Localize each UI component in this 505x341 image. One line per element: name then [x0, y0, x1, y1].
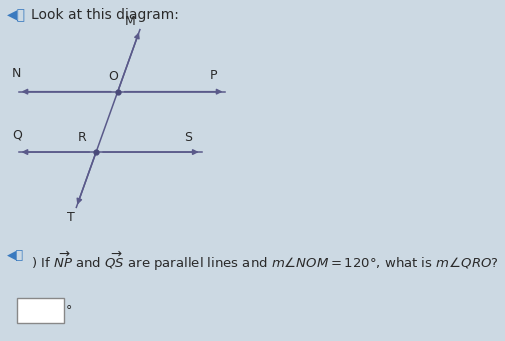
- Text: Look at this diagram:: Look at this diagram:: [30, 8, 178, 22]
- Text: M: M: [125, 15, 136, 28]
- Text: ◀⦠: ◀⦠: [7, 8, 26, 22]
- Text: O: O: [108, 70, 118, 83]
- Text: ) If $\overrightarrow{NP}$ and $\overrightarrow{QS}$ are parallel lines and $m\a: ) If $\overrightarrow{NP}$ and $\overrig…: [30, 249, 497, 272]
- Text: Q: Q: [12, 129, 22, 142]
- Text: ◀⦠: ◀⦠: [7, 249, 24, 262]
- Text: N: N: [12, 67, 21, 80]
- Text: T: T: [67, 211, 74, 224]
- Text: R: R: [77, 131, 86, 144]
- FancyBboxPatch shape: [17, 298, 64, 323]
- Text: S: S: [183, 131, 191, 144]
- Text: P: P: [209, 69, 217, 81]
- Text: °: °: [66, 304, 72, 317]
